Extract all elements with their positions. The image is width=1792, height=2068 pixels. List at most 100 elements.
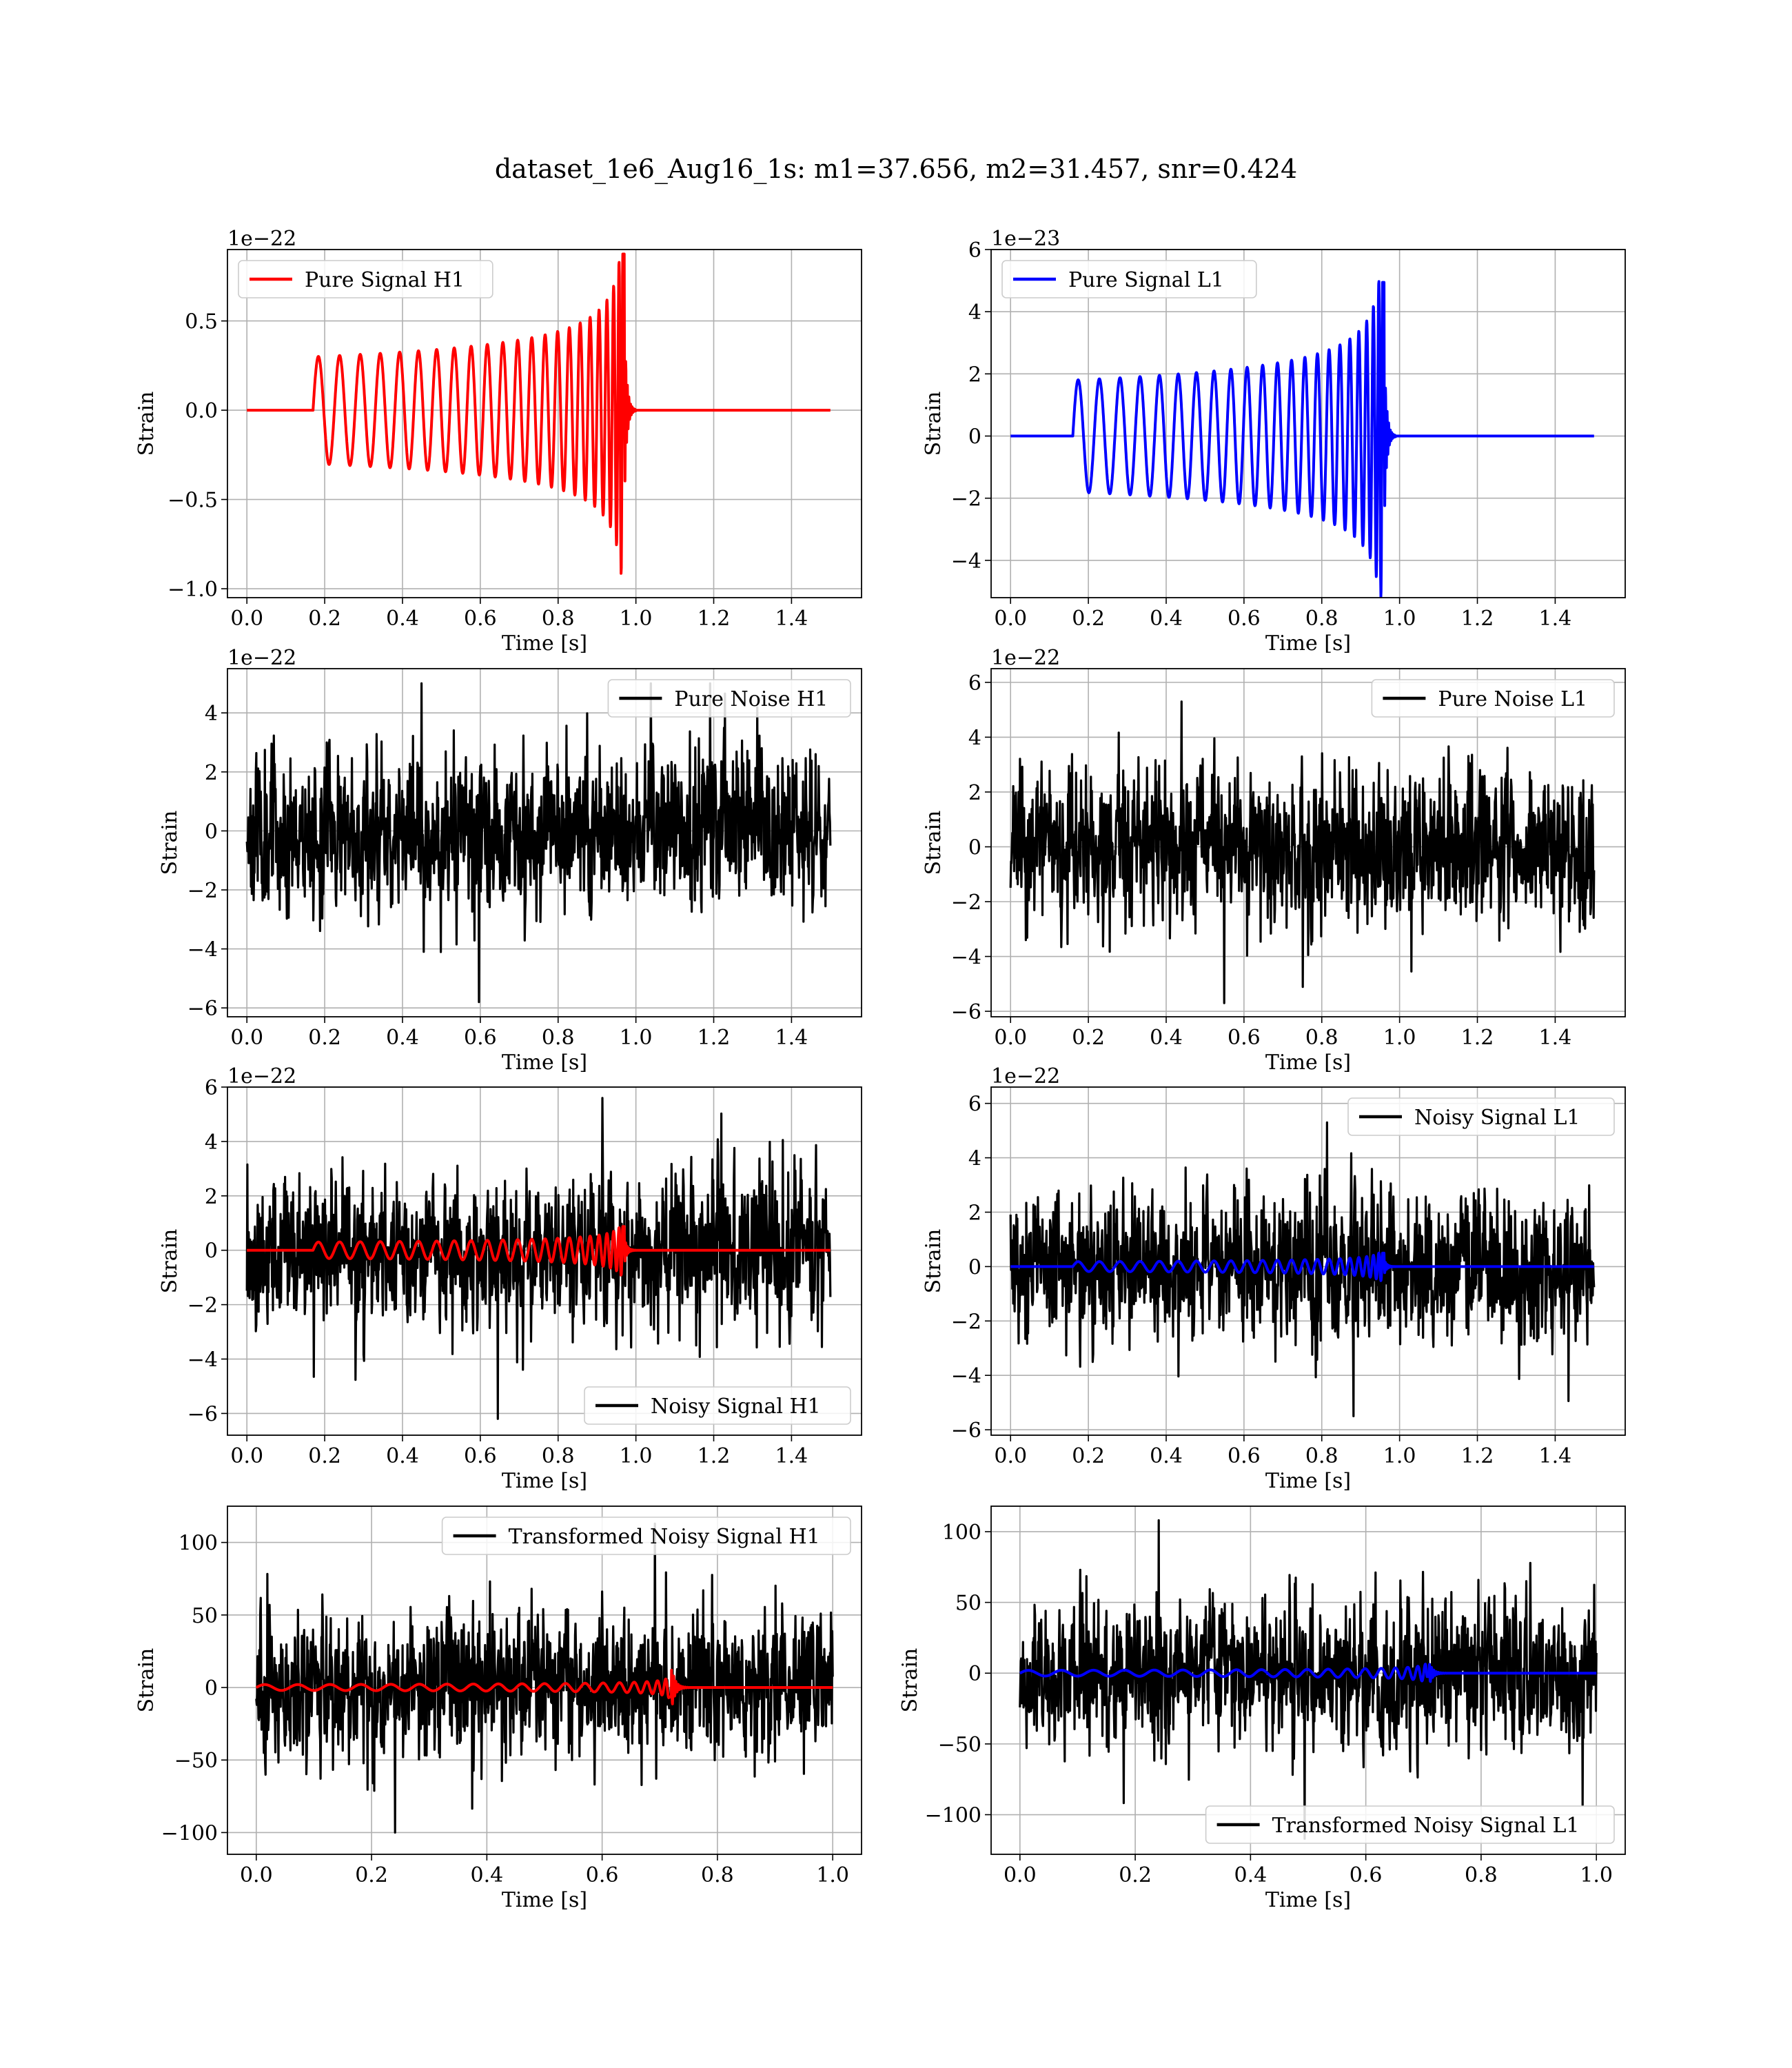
x-axis-label: Time [s] [502, 1051, 587, 1075]
x-tick-label: 0.0 [994, 607, 1027, 631]
x-tick-label: 0.6 [464, 1444, 497, 1468]
y-tick-label: 0 [968, 1662, 981, 1686]
x-tick-label: 1.2 [1461, 1444, 1494, 1468]
y-tick-label: −6 [951, 1000, 981, 1024]
y-axis-label: Strain [134, 1648, 159, 1713]
legend-frame [1347, 1097, 1615, 1136]
panel-transformed-noisy-signal-l1: 0.0 0.2 0.4 0.6 0.8 1.0 −100 −50 0 50 100 Time [s] S… [898, 1506, 1626, 1912]
x-tick-label: 0.8 [1305, 1026, 1338, 1050]
x-tick-label: 1.0 [620, 1026, 653, 1050]
y-tick-label: 4 [968, 301, 981, 325]
y-tick-label: 0 [968, 835, 981, 860]
series-line-pure-signal-h1 [245, 252, 832, 575]
panel-pure-noise-l1: 0.0 0.2 0.4 0.6 0.8 1.0 1.2 1.4 −6 −4 −2 0 2 4 6 Time [… [922, 646, 1626, 1075]
y-tick-label: 4 [205, 1131, 218, 1155]
panel-noisy-signal-l1: 0.0 0.2 0.4 0.6 0.8 1.0 1.2 1.4 −6 −4 −2 0 2 4 6 Time [… [922, 1064, 1626, 1493]
panel-pure-signal-h1: 0.0 0.2 0.4 0.6 0.8 1.0 1.2 1.4 −1.0 −0.5 0.0 0.5 Ti… [134, 227, 862, 656]
y-tick-label: −100 [161, 1821, 218, 1845]
y-tick-label: −2 [187, 1294, 218, 1318]
x-tick-label: 0.8 [1305, 607, 1338, 631]
axes-frame [990, 1506, 1626, 1855]
y-axis-label: Strain [158, 811, 182, 875]
legend-frame [238, 260, 493, 298]
x-tick-label: 0.6 [1350, 1863, 1383, 1887]
y-tick-label: 2 [205, 1185, 218, 1209]
y-tick-label: −2 [951, 891, 981, 915]
x-tick-label: 1.0 [1383, 607, 1416, 631]
x-tick-label: 1.2 [1461, 1026, 1494, 1050]
series-group [1009, 280, 1596, 598]
y-tick-label: 0 [968, 425, 981, 449]
y-tick-label: −4 [187, 938, 218, 962]
series-line-signal-overlay-1 [255, 1668, 834, 1705]
series-group [1019, 1519, 1598, 1840]
y-tick-label: −6 [187, 1402, 218, 1426]
x-tick-label: 0.2 [308, 1444, 341, 1468]
x-tick-label: 1.2 [698, 1026, 731, 1050]
legend: Noisy Signal H1 [584, 1386, 851, 1425]
axes-frame [227, 668, 862, 1017]
x-tick-label: 0.6 [1228, 1026, 1261, 1050]
x-axis-label: Time [s] [502, 1888, 587, 1912]
x-tick-label: 0.2 [1072, 607, 1105, 631]
axes-frame [227, 1086, 862, 1436]
series-line-transformed-noisy-signal-l1 [1019, 1519, 1598, 1840]
y-tick-label: −4 [951, 549, 981, 574]
panel-noisy-signal-h1: 0.0 0.2 0.4 0.6 0.8 1.0 1.2 1.4 −6 −4 −2 0 2 4 6 Time [… [158, 1064, 862, 1493]
x-tick-label: 0.2 [355, 1863, 388, 1887]
x-tick-label: 0.2 [1072, 1026, 1105, 1050]
y-tick-label: 6 [968, 1093, 981, 1117]
x-tick-label: 1.4 [775, 1444, 808, 1468]
x-tick-label: 1.0 [620, 607, 653, 631]
series-line-pure-noise-l1 [1009, 700, 1596, 1004]
x-tick-label: 0.4 [386, 607, 419, 631]
x-tick-label: 0.6 [586, 1863, 619, 1887]
x-tick-label: 1.4 [775, 607, 808, 631]
y-tick-label: −1.0 [167, 578, 218, 602]
x-tick-label: 0.2 [308, 1026, 341, 1050]
y-tick-label: 2 [968, 781, 981, 805]
axis-offset-text: 1e−22 [991, 646, 1060, 670]
y-tick-label: 2 [205, 761, 218, 785]
legend-label: Transformed Noisy Signal L1 [1272, 1814, 1580, 1838]
x-tick-label: 1.0 [1383, 1444, 1416, 1468]
legend: Pure Signal H1 [238, 260, 493, 298]
y-tick-label: −6 [951, 1419, 981, 1443]
legend-frame [1205, 1805, 1615, 1844]
y-tick-label: −2 [951, 1310, 981, 1334]
x-tick-label: 0.8 [1305, 1444, 1338, 1468]
x-tick-label: 0.8 [701, 1863, 734, 1887]
x-tick-label: 0.8 [542, 607, 575, 631]
y-tick-label: 2 [968, 363, 981, 387]
y-tick-label: −6 [187, 997, 218, 1021]
x-tick-label: 0.4 [1234, 1863, 1267, 1887]
y-tick-label: −2 [187, 879, 218, 903]
x-tick-label: 0.4 [1150, 1026, 1183, 1050]
x-tick-label: 1.2 [698, 1444, 731, 1468]
legend-frame [584, 1386, 851, 1425]
axes-frame [227, 1506, 862, 1855]
series-line-pure-noise-h1 [245, 682, 832, 1004]
y-tick-label: 50 [192, 1604, 218, 1628]
series-line-signal-overlay-1 [1019, 1663, 1598, 1683]
panel-pure-noise-h1: 0.0 0.2 0.4 0.6 0.8 1.0 1.2 1.4 −6 −4 −2 0 2 4 Time [s… [158, 646, 862, 1075]
panel-transformed-noisy-signal-h1: 0.0 0.2 0.4 0.6 0.8 1.0 −100 −50 0 50 100 Time [s] S… [134, 1506, 862, 1912]
x-tick-label: 1.4 [1539, 607, 1572, 631]
legend: Pure Signal L1 [1001, 260, 1257, 298]
x-tick-label: 0.0 [230, 1026, 263, 1050]
x-tick-label: 0.8 [1465, 1863, 1498, 1887]
x-tick-label: 0.0 [994, 1444, 1027, 1468]
x-tick-label: 0.4 [386, 1444, 419, 1468]
series-group [1009, 700, 1596, 1004]
series-line-signal-overlay-1 [245, 1225, 832, 1277]
y-tick-label: 2 [968, 1201, 981, 1225]
axes-frame [990, 1086, 1626, 1436]
legend: Pure Noise L1 [1371, 679, 1615, 718]
x-tick-label: 0.0 [240, 1863, 273, 1887]
y-tick-label: −2 [951, 487, 981, 511]
x-axis-label: Time [s] [502, 631, 587, 656]
x-tick-label: 0.2 [1119, 1863, 1152, 1887]
y-tick-label: 4 [205, 702, 218, 726]
y-tick-label: −100 [925, 1804, 981, 1828]
